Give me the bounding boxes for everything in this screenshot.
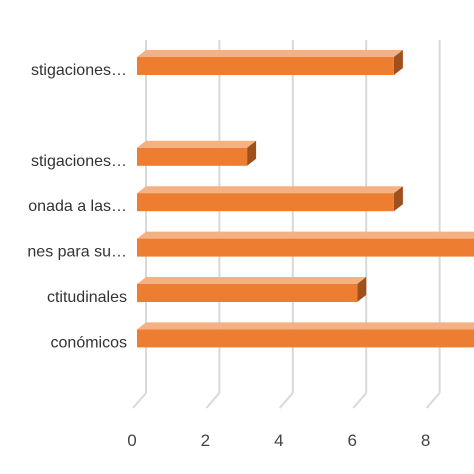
bar xyxy=(137,329,474,348)
x-tick-label: 2 xyxy=(201,431,210,450)
bar-top xyxy=(137,277,367,284)
bar-top xyxy=(137,186,403,194)
x-tick-label: 0 xyxy=(127,431,136,450)
bar xyxy=(137,147,248,166)
x-tick-label: 6 xyxy=(347,431,356,450)
bar xyxy=(137,284,358,302)
gridline-floor xyxy=(352,392,367,409)
bar-top xyxy=(137,231,474,239)
bar-series xyxy=(137,50,474,348)
x-tick-label: 4 xyxy=(274,431,283,450)
category-label: stigaciones… xyxy=(31,62,127,79)
bar-top xyxy=(137,140,257,148)
category-labels: stigaciones… stigaciones… onada a las… nes … xyxy=(27,62,127,351)
category-label: conómicos xyxy=(51,334,127,351)
gridlines xyxy=(132,40,441,409)
bar-end xyxy=(357,277,367,302)
bar-top xyxy=(137,50,403,57)
gridline-floor xyxy=(279,392,294,409)
category-label: ctitudinales xyxy=(47,289,127,306)
bar-end xyxy=(247,140,257,166)
bar-end xyxy=(393,50,403,75)
gridline-floor xyxy=(132,392,147,409)
bar xyxy=(137,57,394,75)
category-label: stigaciones… xyxy=(31,153,127,170)
category-label: onada a las… xyxy=(28,198,127,215)
bar-top xyxy=(137,322,474,330)
gridline-floor xyxy=(205,392,221,409)
gridline-floor xyxy=(425,392,441,409)
category-label: nes para su… xyxy=(27,244,127,261)
bar xyxy=(137,193,394,212)
bar-end xyxy=(393,186,403,212)
bar xyxy=(137,238,474,257)
x-tick-label: 8 xyxy=(421,431,430,450)
x-axis-tick-labels: 0 2 4 6 8 xyxy=(127,431,430,450)
